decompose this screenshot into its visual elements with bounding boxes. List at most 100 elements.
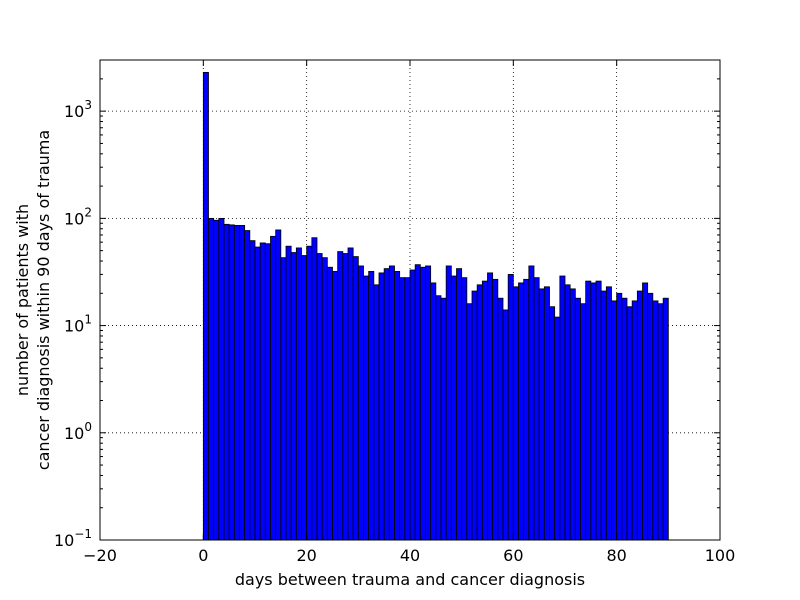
y-axis-label: number of patients with cancer diagnosis… [13,130,53,470]
histogram-bar [316,253,323,541]
histogram-bar [254,246,261,541]
histogram-bar [321,257,328,541]
histogram-bar [538,288,545,541]
y-tick-label: 102 [64,205,92,228]
histogram-bar [342,253,349,541]
histogram-bar [507,274,514,541]
histogram-bar [239,224,246,541]
y-tick-label: 10−1 [54,527,92,550]
histogram-bar [600,290,607,541]
histogram-bar [280,257,287,541]
histogram-bar [383,268,390,541]
histogram-bar [492,278,499,541]
histogram-bar [357,265,364,541]
histogram-bar [264,243,271,541]
histogram-bar [378,272,385,541]
histogram-bar [270,235,277,541]
histogram-bar [595,280,602,541]
histogram-bar [461,277,468,541]
histogram-bar [450,275,457,541]
histogram-bar [657,303,664,541]
histogram-bar [285,245,292,541]
histogram-bar [497,297,504,541]
histogram-bar [481,280,488,541]
histogram-bar [249,240,256,541]
histogram-bar [352,256,359,541]
histogram-bar [445,265,452,541]
histogram-bar [585,280,592,541]
histogram-bar [290,252,297,541]
histogram-bar [244,230,251,541]
histogram-bar [223,223,230,541]
histogram-bar [518,282,525,541]
histogram-bar [259,242,266,541]
histogram-bar [404,277,411,541]
histogram-bar [549,306,556,541]
histogram-bar [652,300,659,541]
histogram-bar [233,224,240,541]
histogram-bar [487,272,494,541]
histogram-bar [647,292,654,541]
y-tick-labels: 10−1 100 101 102 103 [54,98,92,550]
histogram-bar [202,71,209,541]
histogram-bar [394,271,401,541]
histogram-bar [564,284,571,541]
histogram-bar [347,247,354,541]
histogram-bar [611,300,618,541]
histogram-bar [326,266,333,541]
histogram-bar [590,282,597,541]
histogram-bar [368,271,375,541]
histogram-bar [228,224,235,541]
x-tick-label: 80 [606,546,626,565]
y-tick-label: 100 [64,420,92,443]
histogram-bar [311,237,318,541]
y-tick-label: 101 [64,313,92,336]
histogram-bar [435,295,442,541]
histogram-bar [512,286,519,541]
histogram-bar [306,245,313,541]
x-tick-label: 0 [198,546,208,565]
histogram-bar [580,303,587,541]
histogram-bar [559,275,566,541]
histogram-bar [218,217,225,541]
x-tick-label: 100 [705,546,736,565]
y-tick-label: 103 [64,98,92,121]
histogram-bar [626,306,633,541]
histogram-bar [631,300,638,541]
x-tick-label: 40 [400,546,420,565]
x-tick-label: 20 [296,546,316,565]
x-axis-label: days between trauma and cancer diagnosis [235,570,585,589]
histogram-bar [332,271,339,541]
histogram-bar [528,265,535,541]
histogram-bar [440,297,447,541]
histogram-bar [425,265,432,541]
x-tick-label: 60 [503,546,523,565]
histogram-bar [295,247,302,541]
histogram-bar [373,284,380,541]
x-tick-labels: −20 0 20 40 60 80 100 [83,546,735,565]
histogram-bar [621,297,628,541]
histogram-bar [543,286,550,541]
histogram-bar [502,309,509,541]
histogram-bar [430,282,437,541]
histogram-bar [399,277,406,541]
histogram-bar [213,219,220,541]
histogram-bar [636,290,643,541]
histogram-bar [616,292,623,541]
histogram-bar [301,255,308,541]
histogram-bar [208,217,215,541]
histogram-bar [414,264,421,541]
histogram-bar [363,275,370,541]
ticks [99,59,721,541]
histogram-bar [337,251,344,541]
histogram-bar [476,284,483,541]
histogram-bar [471,290,478,541]
bars [202,71,669,541]
histogram-bar [533,277,540,541]
histogram-bar [456,268,463,541]
y-axis-label-line-1: number of patients with [13,204,32,396]
y-axis-label-line-2: cancer diagnosis within 90 days of traum… [34,130,53,470]
histogram-bar [275,229,282,541]
histogram-bar [642,282,649,541]
